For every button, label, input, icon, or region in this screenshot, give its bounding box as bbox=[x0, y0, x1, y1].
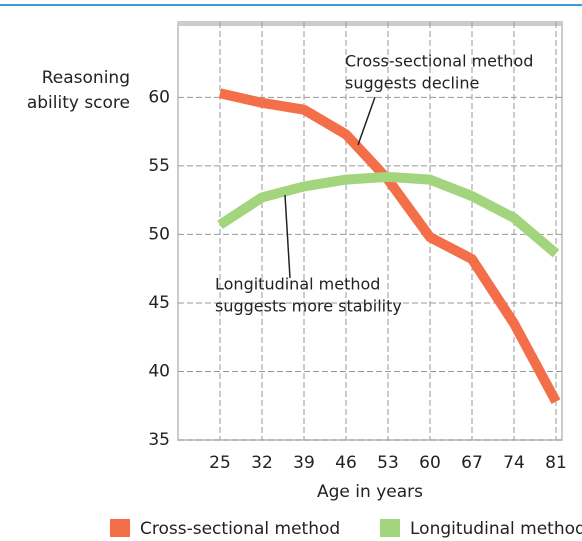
y-tick-label: 40 bbox=[148, 361, 170, 381]
annotation-pointer bbox=[284, 194, 291, 279]
series-line bbox=[217, 171, 560, 258]
y-tick-label: 55 bbox=[148, 156, 170, 176]
x-axis-label: Age in years bbox=[317, 482, 423, 502]
annotation-pointer bbox=[357, 96, 376, 146]
y-tick-label: 45 bbox=[148, 293, 170, 313]
x-tick-label: 53 bbox=[377, 453, 399, 473]
annotation-text: suggests more stability bbox=[215, 297, 402, 316]
x-tick-label: 67 bbox=[461, 453, 483, 473]
x-tick-label: 32 bbox=[251, 453, 273, 473]
annotation-text: suggests decline bbox=[345, 74, 479, 93]
series-group bbox=[217, 88, 561, 404]
y-tick-label: 50 bbox=[148, 224, 170, 244]
x-tick-label: 39 bbox=[293, 453, 315, 473]
x-tick-label: 74 bbox=[503, 453, 525, 473]
annotation-text: Longitudinal method bbox=[215, 275, 380, 294]
legend-label: Cross-sectional method bbox=[140, 519, 340, 539]
y-tick-label: 35 bbox=[148, 430, 170, 450]
annotation-text: Cross-sectional method bbox=[345, 52, 533, 71]
x-tick-label: 46 bbox=[335, 453, 357, 473]
legend-label: Longitudinal method bbox=[410, 519, 582, 539]
y-tick-label: 60 bbox=[148, 87, 170, 107]
legend-swatch bbox=[380, 519, 400, 537]
legend-swatch bbox=[110, 519, 130, 537]
x-tick-label: 81 bbox=[545, 453, 567, 473]
y-axis-label: ability score bbox=[27, 93, 130, 113]
x-tick-label: 25 bbox=[209, 453, 231, 473]
y-axis-label: Reasoning bbox=[42, 68, 130, 88]
x-tick-label: 60 bbox=[419, 453, 441, 473]
